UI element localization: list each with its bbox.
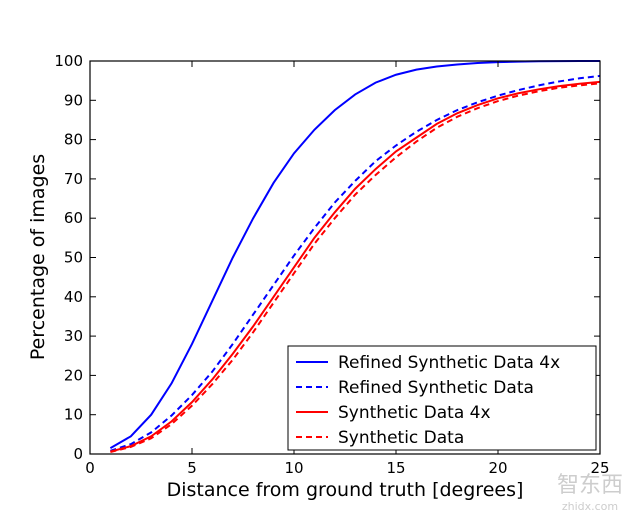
x-axis: 0 5 10 15 20 25: [85, 61, 610, 477]
series-line-3: [110, 82, 601, 454]
y-axis-title: Percentage of images: [27, 154, 49, 360]
series-line-1: [110, 74, 601, 452]
y-tick-label-10: 10: [64, 406, 83, 424]
y-tick-label-90: 90: [64, 91, 83, 109]
x-tick-label-0: 0: [85, 459, 95, 477]
legend-label-1: Refined Synthetic Data: [338, 378, 534, 398]
x-tick-label-25: 25: [590, 459, 609, 477]
y-tick-label-50: 50: [64, 249, 83, 267]
watermark-text: zhidx.com: [562, 500, 618, 513]
y-tick-label-20: 20: [64, 366, 83, 384]
series-line-2: [110, 80, 601, 453]
legend-label-3: Synthetic Data: [338, 428, 464, 448]
legend: Refined Synthetic Data 4x Refined Synthet…: [287, 345, 597, 451]
x-axis-title: Distance from ground truth [degrees]: [167, 479, 524, 501]
watermark: 智东西 zhidx.com: [557, 473, 623, 513]
y-tick-label-70: 70: [64, 170, 83, 188]
legend-label-0: Refined Synthetic Data 4x: [338, 353, 560, 373]
x-tick-label-15: 15: [386, 459, 405, 477]
x-tick-label-5: 5: [187, 459, 197, 477]
y-tick-label-100: 100: [54, 52, 83, 70]
y-tick-label-0: 0: [73, 445, 83, 463]
y-tick-label-60: 60: [64, 209, 83, 227]
y-tick-label-80: 80: [64, 131, 83, 149]
y-tick-label-30: 30: [64, 327, 83, 345]
legend-label-2: Synthetic Data 4x: [338, 403, 491, 423]
y-tick-label-40: 40: [64, 288, 83, 306]
watermark-glyphs: 智东西: [557, 473, 623, 498]
legend-box: [287, 345, 597, 451]
y-axis: 0 10 20 30 40 50 60 70 80 90 100: [54, 52, 600, 463]
x-tick-label-20: 20: [488, 459, 507, 477]
x-tick-label-10: 10: [284, 459, 303, 477]
